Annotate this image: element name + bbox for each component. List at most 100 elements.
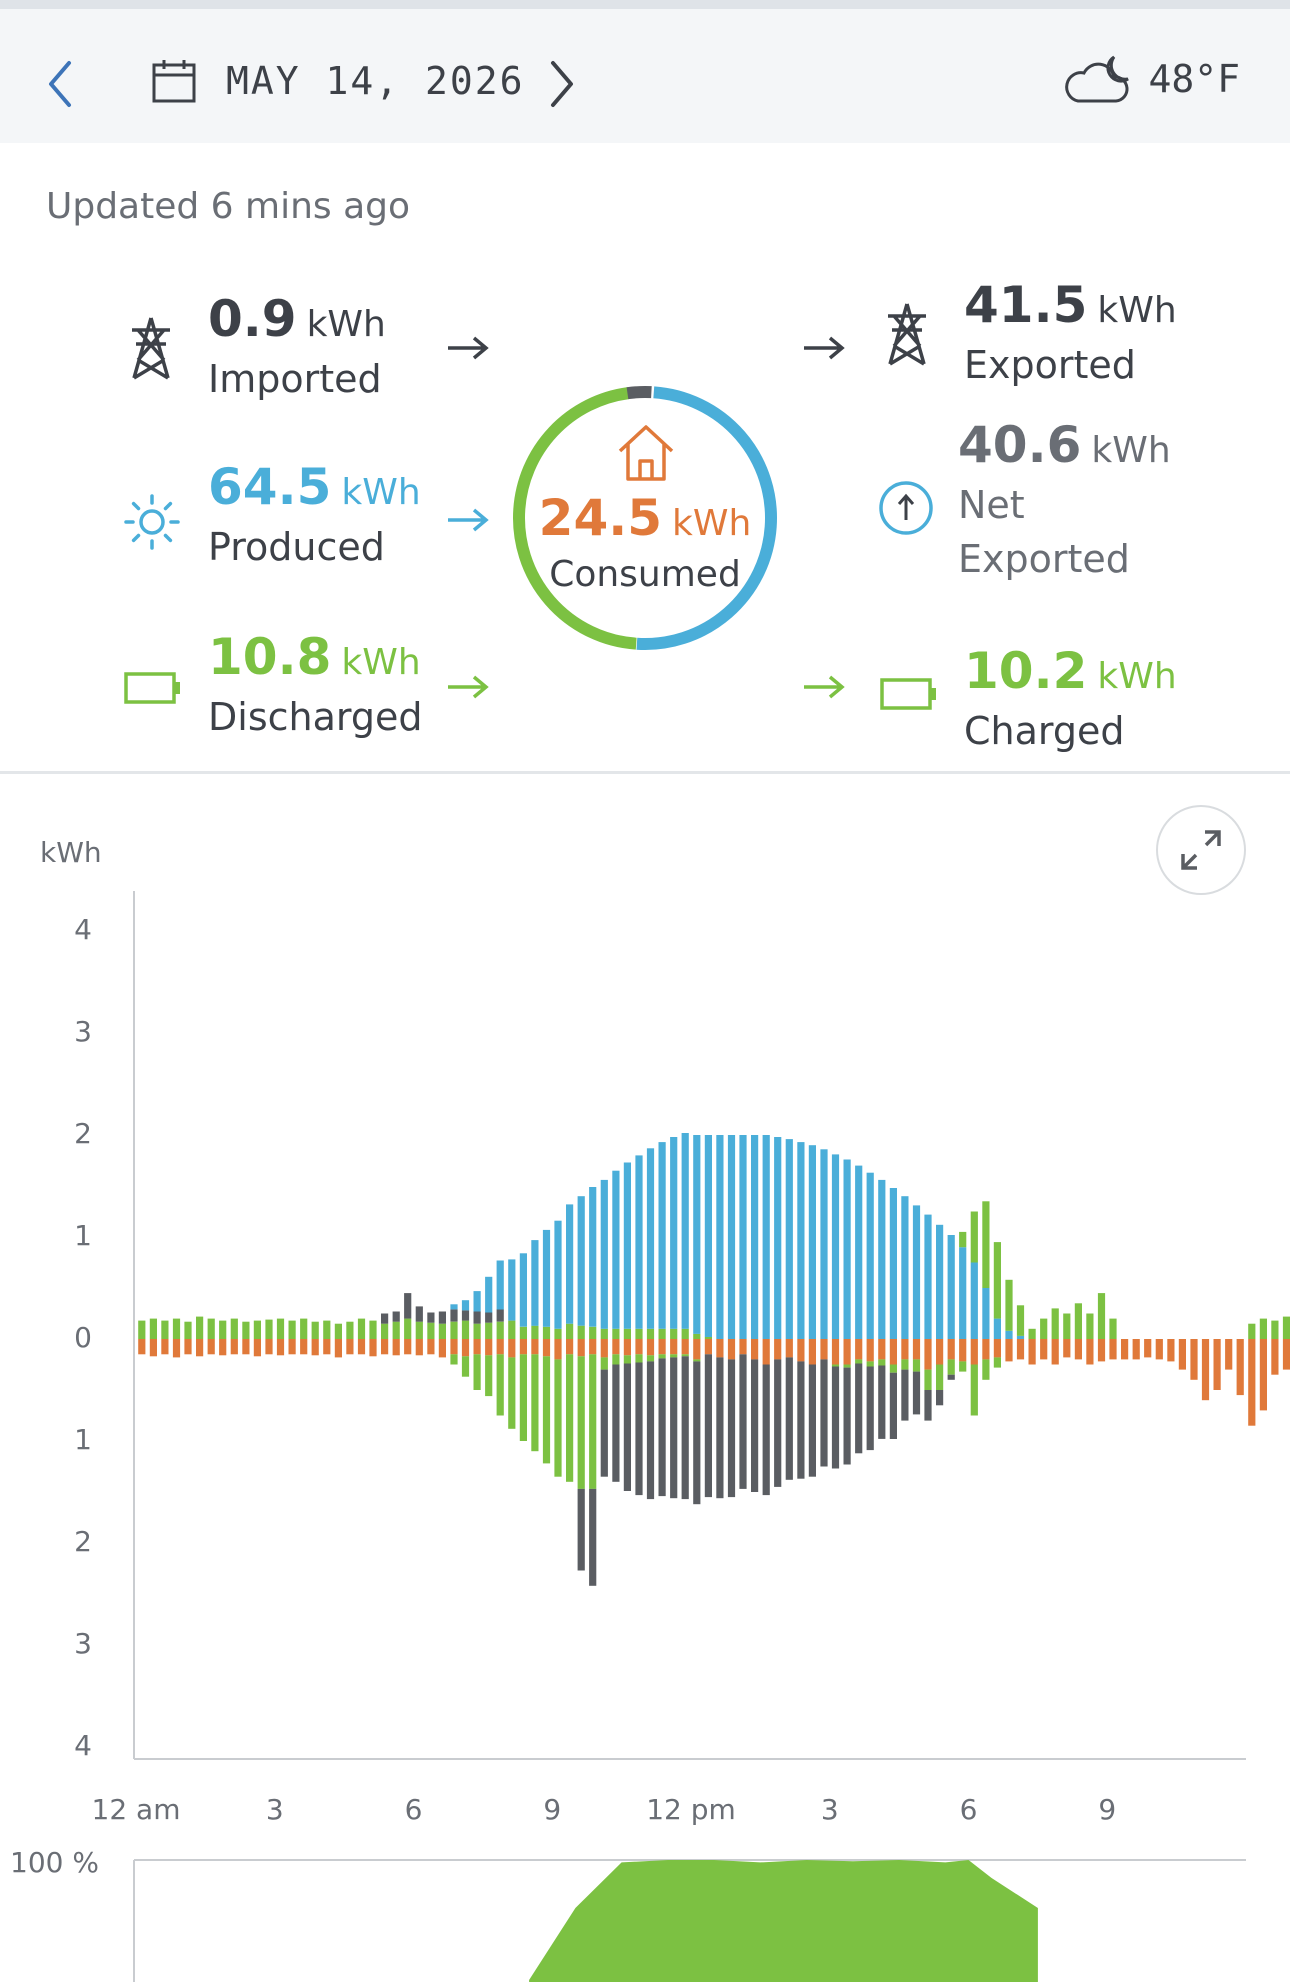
bar-battery-charge (1016, 1305, 1025, 1336)
bar-battery-discharge (566, 1323, 574, 1339)
bar-battery-discharge (300, 1318, 308, 1339)
bar-grid-export (600, 1369, 608, 1477)
net-exported-label-line1: Net (958, 483, 1025, 527)
x-tick-label: 9 (543, 1793, 562, 1826)
exported-unit: kWh (1097, 290, 1177, 331)
bar-home (230, 1339, 238, 1355)
house-icon (618, 425, 674, 481)
bar-battery-discharge (1271, 1320, 1279, 1339)
bar-grid-export (646, 1361, 655, 1500)
date-picker[interactable]: MAY 14, 2026 (150, 57, 525, 105)
arrow-right-icon (448, 336, 489, 360)
bar-home (843, 1339, 851, 1365)
arrow-right-icon (804, 336, 845, 360)
bar-battery-charge-neg (519, 1354, 527, 1441)
bar-home (1086, 1339, 1094, 1365)
bar-battery-charge (1028, 1328, 1036, 1339)
bar-solar (774, 1137, 782, 1339)
bar-battery-charge-neg (485, 1355, 493, 1397)
imported-label: Imported (208, 357, 382, 401)
bar-grid-export (716, 1357, 724, 1499)
y-tick-label: 2 (74, 1525, 92, 1558)
expand-chart-button[interactable] (1156, 805, 1246, 895)
bar-home (1144, 1339, 1152, 1358)
bar-home (1248, 1339, 1256, 1426)
bar-home (1005, 1339, 1013, 1362)
bar-battery-charge-neg (566, 1354, 574, 1482)
x-tick-label: 3 (820, 1793, 839, 1826)
arrow-right-icon (448, 508, 489, 532)
bar-solar (1005, 1330, 1013, 1339)
bar-home (727, 1339, 736, 1360)
bar-battery-charge (1051, 1308, 1059, 1339)
bar-solar (947, 1235, 955, 1339)
bar-grid-consumption (496, 1309, 504, 1322)
y-tick-label: 1 (74, 1219, 92, 1252)
discharged-label: Discharged (208, 695, 423, 739)
bar-battery-charge (1086, 1313, 1094, 1339)
bar-solar (450, 1304, 458, 1310)
bar-home (751, 1339, 759, 1360)
bar-battery-discharge (623, 1328, 631, 1339)
bar-home (774, 1339, 782, 1360)
bar-grid-export (936, 1390, 944, 1406)
consumed-unit: kWh (672, 503, 752, 544)
bar-home (612, 1339, 620, 1355)
consumption-ring (513, 386, 777, 650)
bar-home (276, 1339, 285, 1356)
bar-battery-discharge (612, 1328, 620, 1339)
date-header: MAY 14, 2026 48°F (0, 9, 1290, 143)
bar-solar (646, 1148, 655, 1329)
sun-icon (124, 494, 180, 550)
bar-battery-discharge (311, 1321, 319, 1339)
bar-battery-charge-neg (450, 1354, 458, 1365)
bar-home (889, 1339, 897, 1365)
bar-home (704, 1339, 712, 1355)
bar-battery-discharge (1282, 1316, 1290, 1339)
bar-battery-charge-neg (658, 1354, 666, 1359)
bar-grid-export (727, 1359, 736, 1498)
bar-home (427, 1339, 435, 1355)
bar-grid-export (635, 1362, 643, 1496)
bar-grid-export (924, 1390, 932, 1421)
imported-unit: kWh (306, 304, 386, 345)
bar-battery-discharge (542, 1326, 551, 1339)
bar-home (357, 1339, 366, 1355)
bar-home (196, 1339, 204, 1357)
bar-grid-export (831, 1366, 840, 1469)
bar-grid-export (901, 1369, 909, 1421)
bar-solar (612, 1170, 620, 1329)
bar-home (138, 1339, 146, 1355)
bar-home (878, 1339, 886, 1360)
bar-battery-charge-neg (912, 1359, 921, 1372)
bar-battery-charge-neg (901, 1359, 909, 1370)
bar-battery-charge-neg (959, 1361, 967, 1372)
bar-grid-export (912, 1371, 921, 1415)
bar-home (716, 1339, 724, 1358)
bar-battery-discharge (161, 1320, 169, 1339)
bar-battery-discharge (172, 1318, 181, 1339)
bar-battery-charge-neg (554, 1359, 562, 1477)
bar-home (288, 1339, 296, 1355)
exported-label: Exported (964, 343, 1136, 387)
bar-home (311, 1339, 319, 1356)
next-day-button[interactable] (542, 54, 582, 114)
bar-solar (693, 1135, 701, 1334)
bar-home (149, 1339, 157, 1357)
bar-grid-export (658, 1358, 666, 1497)
bar-home (762, 1339, 770, 1365)
consumed-summary: 24.5 kWh Consumed (510, 490, 780, 598)
bar-battery-discharge (438, 1323, 446, 1339)
bar-battery-discharge (1259, 1318, 1267, 1339)
bar-home (1167, 1339, 1175, 1362)
bar-grid-export (774, 1359, 782, 1487)
bar-solar (820, 1149, 828, 1339)
previous-day-button[interactable] (40, 54, 80, 114)
bar-battery-discharge (600, 1328, 608, 1339)
bar-home (566, 1339, 574, 1355)
weather-info: 48°F (1064, 51, 1240, 107)
bar-grid-export (878, 1365, 886, 1439)
bar-solar (924, 1214, 932, 1339)
bar-battery-discharge (508, 1320, 516, 1339)
